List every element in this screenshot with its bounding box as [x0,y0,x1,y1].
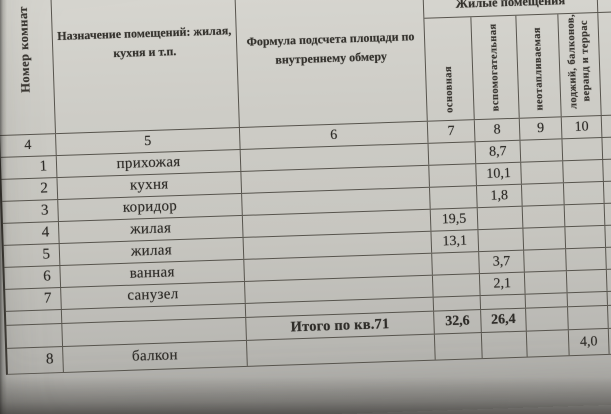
cell-unheated-area [524,249,567,272]
cutoff-column-cell [606,246,611,269]
unheated-area-label: неотапливаемая [531,26,546,111]
cell-main-area [434,333,483,360]
cell-room-number: 2 [1,178,59,201]
subcol-header-unheated: неотапливаемая [516,14,562,118]
cell-balcony-area [568,305,609,330]
cell-auxiliary-area: 1,8 [476,184,523,208]
cell-room-number: 7 [5,288,62,311]
cell-room-number: 6 [4,266,62,289]
cell-balcony-area: 4,0 [568,328,610,356]
cell-formula [246,334,436,366]
cell-auxiliary-area [481,331,528,359]
cell-balcony-area [563,181,605,205]
cell-room-name: балкон [63,340,248,372]
cell-auxiliary-area: 8,7 [475,140,522,164]
cell-room-number [6,323,64,348]
cutoff-column-header [598,11,611,115]
cell-balcony-area [566,247,607,271]
cell-main-area [432,252,480,275]
loggia-balcony-label: лоджий, балконов, веранд и террас [565,13,593,110]
cell-auxiliary-area [480,294,527,310]
formula-header-label: Формула подсчета площади по внутреннему … [246,29,415,67]
purpose-header-label: Назначение помещений: жилая, кухня и т.п… [57,23,232,60]
cell-main-area: 13,1 [431,230,480,253]
cell-main-area [429,164,477,187]
column-number: 7 [427,120,476,143]
living-spaces-label: Жилые помещения [455,0,566,11]
auxiliary-area-label: вспомогательная [488,23,502,112]
cell-main-area [428,142,477,165]
cell-balcony-area [565,225,607,249]
column-number: 8 [474,118,521,142]
cell-balcony-area [562,137,604,161]
col-header-formula: Формула подсчета площади по внутреннему … [235,0,428,127]
column-number: 4 [0,134,57,157]
cell-balcony-area [566,269,608,293]
cell-balcony-area [567,291,608,307]
cutoff-column-cell [605,224,611,247]
cell-unheated-area [525,293,569,308]
cell-auxiliary-area: 2,1 [479,272,526,296]
main-area-label: основная [443,66,456,114]
cutoff-column-header [596,0,611,14]
cell-room-number: 3 [2,200,59,223]
cell-main-area [432,274,481,297]
cell-auxiliary-area [477,206,524,230]
subcol-header-main: основная [424,17,475,121]
cell-balcony-area [563,159,604,183]
total-auxiliary-area: 26,4 [481,308,527,333]
room-number-header-label: Номер комнат [15,5,33,94]
cell-room-number [5,309,63,325]
col-header-room-number: Номер комнат [0,0,56,135]
subcol-header-loggia-balcony: лоджий, балконов, веранд и террас [558,13,602,117]
cell-main-area: 19,5 [430,208,479,231]
cutoff-column-cell [606,268,611,291]
room-area-table: Номер комнат Назначение помещений: жилая… [0,0,611,375]
cell-balcony-area [564,203,606,227]
column-number: 10 [561,115,603,139]
cell-unheated-area [521,183,565,206]
subcol-header-auxiliary: вспомогательная [471,15,520,120]
cell-unheated-area [521,161,564,184]
cell-unheated-area [520,139,564,162]
cutoff-column-cell [604,202,611,225]
cell-auxiliary-area: 10,1 [476,162,522,186]
total-main-area: 32,6 [434,310,482,334]
cell-unheated-area [522,205,566,228]
cutoff-column-cell [603,158,611,181]
cell-auxiliary-area: 3,7 [479,250,525,274]
cell-main-area [433,296,482,311]
cell-unheated-area [526,330,570,357]
cell-unheated-area [523,227,567,250]
table-header: Номер комнат Назначение помещений: жилая… [0,0,611,136]
cutoff-column-cell [607,290,611,305]
cutoff-column-cell [602,136,611,159]
cell-unheated-area [526,307,569,331]
col-header-purpose: Назначение помещений: жилая, кухня и т.п… [51,0,240,134]
column-number: 9 [519,117,563,140]
cutoff-column-cell [603,180,611,203]
cell-unheated-area [524,271,568,294]
cell-room-number: 5 [3,244,61,267]
cell-room-number: 8 [7,346,64,374]
cell-room-number: 4 [2,222,60,245]
cell-main-area [429,186,478,209]
cell-auxiliary-area [478,228,525,252]
cell-room-number: 1 [0,156,58,179]
cutoff-column-cell [601,114,611,137]
